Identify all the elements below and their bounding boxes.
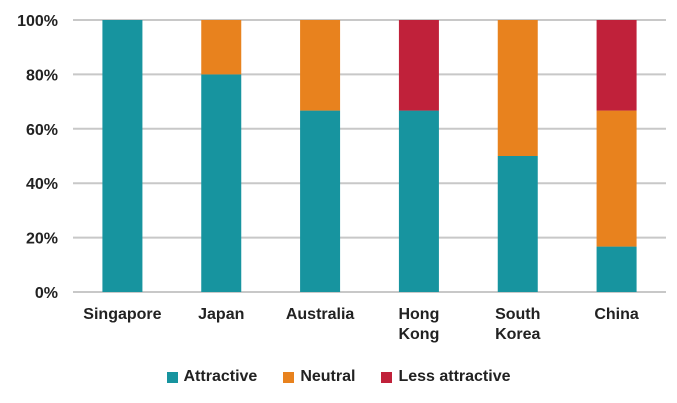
x-tick-label-line: Singapore: [83, 306, 161, 323]
y-tick-label: 20%: [26, 231, 58, 248]
x-tick-label-line: Australia: [286, 306, 355, 323]
bar-segment: [497, 20, 538, 156]
y-tick-label: 0%: [35, 285, 58, 302]
x-tick-label: Singapore: [83, 306, 161, 323]
y-tick-label: 40%: [26, 176, 58, 193]
x-tick-label-line: China: [594, 306, 639, 323]
y-tick-label: 100%: [17, 13, 58, 30]
x-tick-label: Australia: [286, 306, 355, 323]
bar-segment: [398, 110, 439, 293]
bar-segment: [596, 20, 637, 111]
legend-label-less-attractive: Less attractive: [398, 368, 511, 385]
x-tick-label-line: Korea: [495, 326, 540, 343]
legend-label-attractive: Attractive: [183, 368, 258, 385]
bar-segment: [398, 20, 439, 111]
legend: Attractive Neutral Less attractive: [0, 368, 677, 386]
bar-segment: [201, 20, 242, 75]
bar-segment: [596, 110, 637, 247]
x-tick-label-line: Hong: [398, 306, 439, 323]
x-tick-label: South Korea: [495, 306, 540, 343]
x-tick-label: China: [594, 306, 639, 323]
legend-swatch-less-attractive: [381, 371, 393, 383]
legend-item-less-attractive: Less attractive: [381, 368, 511, 386]
legend-item-neutral: Neutral: [283, 368, 355, 386]
legend-item-attractive: Attractive: [166, 368, 258, 386]
x-tick-label: Hong Kong: [398, 306, 439, 343]
bar-segment: [102, 20, 143, 292]
bar-segment: [300, 20, 341, 111]
x-tick-label-line: South: [495, 306, 540, 323]
bar-segment: [300, 110, 341, 293]
legend-swatch-attractive: [166, 371, 178, 383]
x-tick-label: Japan: [198, 306, 244, 323]
y-tick-label: 80%: [26, 67, 58, 84]
chart-plot: 0% 20% 40% 60% 80% 100% Singapore Japan Australi…: [17, 13, 666, 343]
y-tick-label: 60%: [26, 122, 58, 139]
x-tick-label-line: Kong: [398, 326, 439, 343]
legend-swatch-neutral: [283, 371, 295, 383]
legend-label-neutral: Neutral: [300, 368, 356, 385]
bar-segment: [497, 156, 538, 292]
bar-segment: [596, 246, 637, 292]
bar-segment: [201, 74, 242, 293]
x-tick-label-line: Japan: [198, 306, 244, 323]
